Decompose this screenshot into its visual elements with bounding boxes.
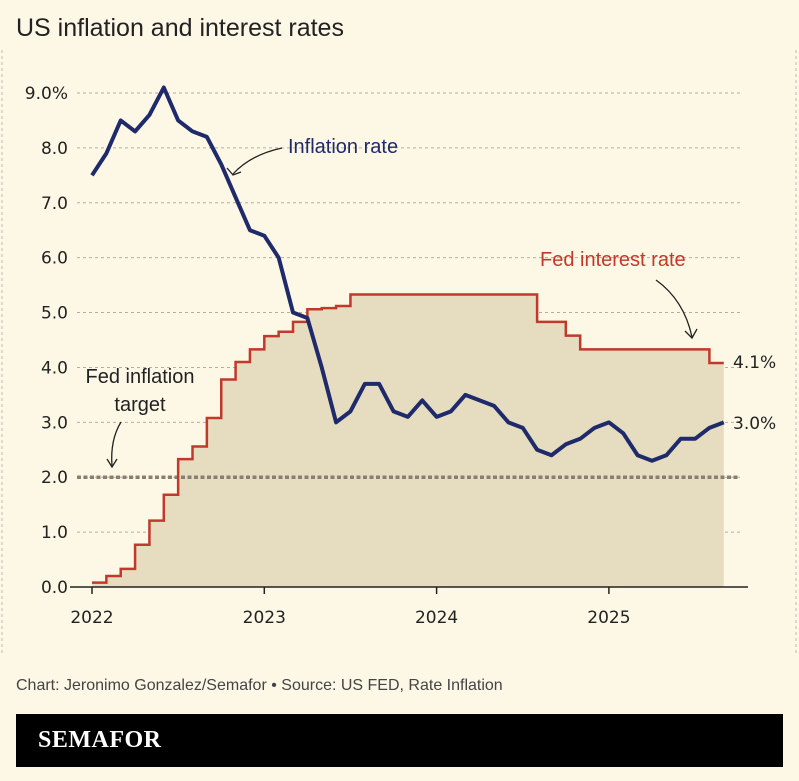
y-tick-label: 1.0 — [41, 523, 68, 543]
arrowhead-icon — [226, 167, 242, 176]
inflation-end-label: 3.0% — [733, 414, 776, 434]
y-tick-label: 7.0 — [41, 194, 68, 214]
y-tick-label: 0.0 — [41, 578, 68, 598]
y-tick-label: 9.0% — [25, 84, 68, 104]
x-tick-label: 2022 — [70, 608, 113, 628]
chart: 0.0 1.0 2.0 3.0 4.0 5.0 6.0 7.0 8.0 9.0% 2022 2023 2… — [1, 50, 797, 655]
semafor-logo: SEMAFOR — [38, 727, 162, 753]
target-label-line1: Fed inflation — [86, 366, 195, 388]
inflation-label: Inflation rate — [288, 136, 398, 158]
x-tick-label: 2024 — [415, 608, 458, 628]
y-tick-label: 5.0 — [41, 304, 68, 324]
inflation-arrow-icon — [232, 147, 283, 175]
y-tick-label: 6.0 — [41, 249, 68, 269]
chart-credit: Chart: Jeronimo Gonzalez/Semafor • Sourc… — [16, 677, 503, 694]
arrowhead-icon — [684, 328, 698, 340]
y-tick-label: 8.0 — [41, 139, 68, 159]
x-tick-label: 2023 — [243, 608, 286, 628]
brand-bar: SEMAFOR — [16, 714, 783, 767]
arrowhead-icon — [106, 458, 118, 469]
fed-rate-end-label: 4.1% — [733, 353, 776, 373]
chart-title: US inflation and interest rates — [16, 14, 344, 42]
fed-rate-area — [92, 294, 724, 587]
y-tick-label: 2.0 — [41, 468, 68, 488]
fed-rate-arrow-icon — [655, 279, 693, 338]
y-tick-label: 3.0 — [41, 413, 68, 433]
x-tick-label: 2025 — [587, 608, 630, 628]
fed-rate-label: Fed interest rate — [540, 249, 686, 271]
target-label-line2: target — [114, 394, 166, 416]
y-tick-label: 4.0 — [41, 358, 68, 378]
target-arrow-icon — [111, 421, 122, 467]
